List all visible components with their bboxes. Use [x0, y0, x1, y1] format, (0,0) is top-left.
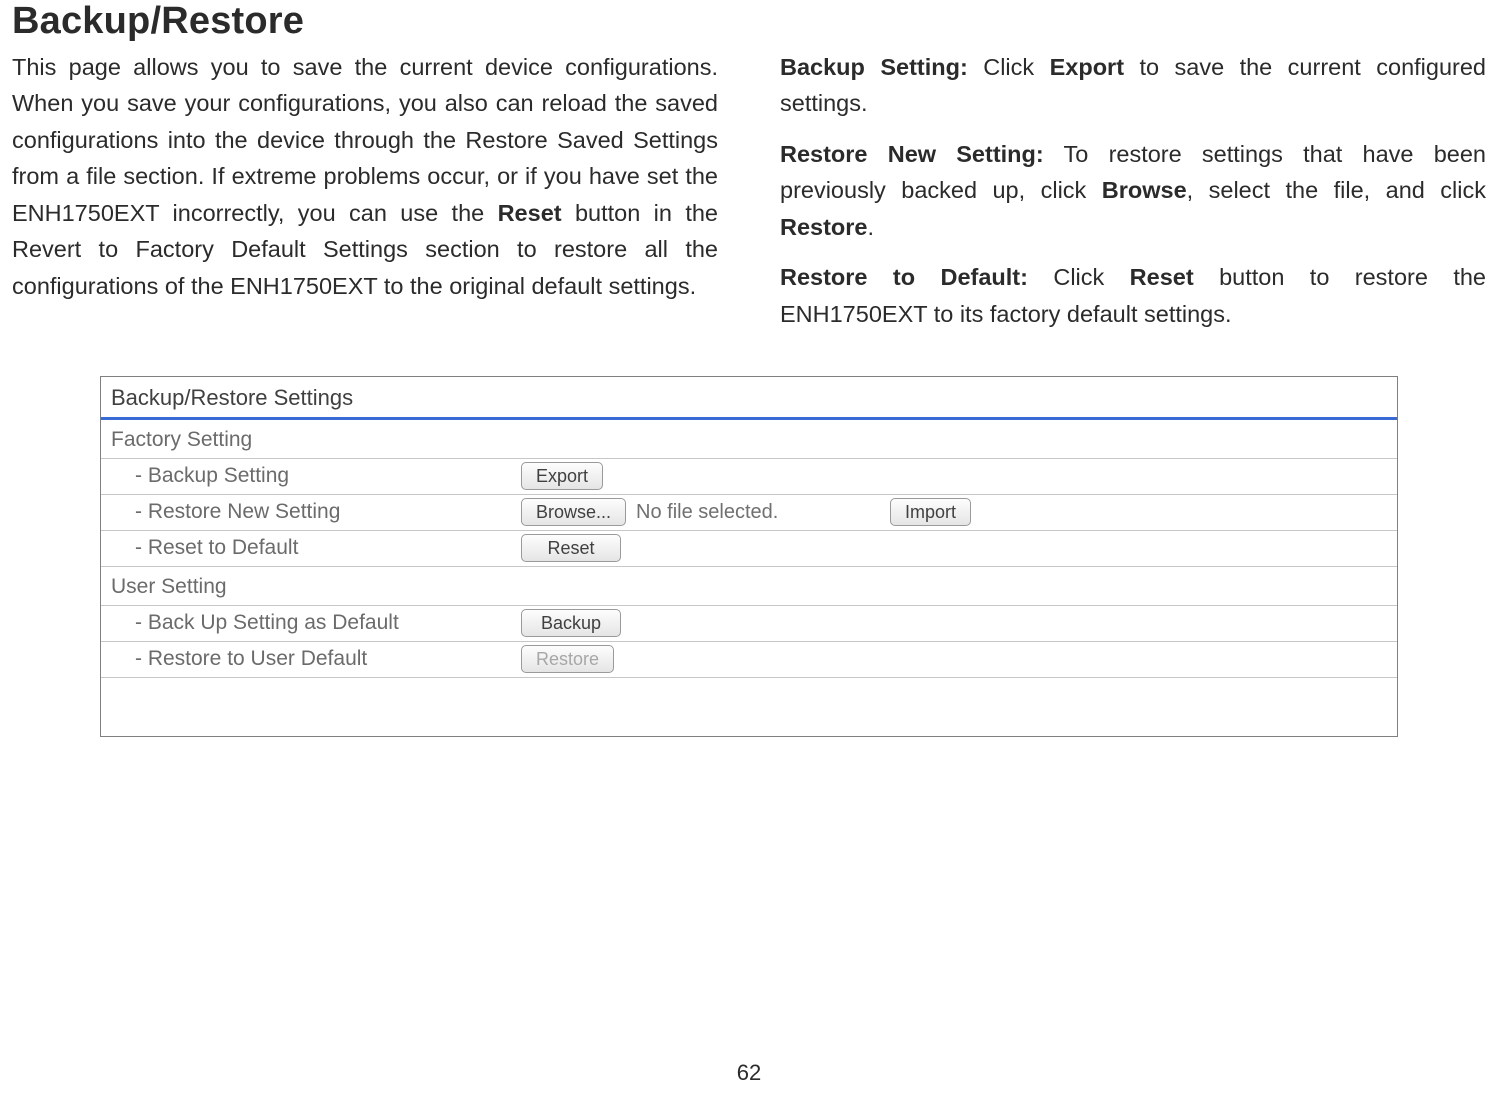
intro-columns: This page allows you to save the current… — [0, 43, 1498, 332]
restore-user-button[interactable]: Restore — [521, 645, 614, 673]
reset-button[interactable]: Reset — [521, 534, 621, 562]
reset-to-default-row: - Reset to Default Reset — [101, 531, 1397, 567]
browse-button[interactable]: Browse... — [521, 498, 626, 526]
restore-new-setting-label: - Restore New Setting — [101, 500, 521, 524]
restore-new-setting-row: - Restore New Setting Browse... No file … — [101, 495, 1397, 531]
page-number: 62 — [0, 1060, 1498, 1086]
backup-restore-panel: Backup/Restore Settings Factory Setting … — [100, 376, 1398, 737]
user-setting-section: User Setting — [101, 567, 1397, 606]
file-status-text: No file selected. — [636, 501, 880, 524]
factory-setting-section: Factory Setting — [101, 420, 1397, 459]
restore-new-setting-paragraph: Restore New Setting: To restore settings… — [780, 136, 1486, 245]
backup-as-default-row: - Back Up Setting as Default Backup — [101, 606, 1397, 642]
panel-header: Backup/Restore Settings — [101, 377, 1397, 420]
intro-paragraph: This page allows you to save the current… — [12, 49, 718, 304]
left-column: This page allows you to save the current… — [12, 49, 718, 332]
backup-setting-label: - Backup Setting — [101, 464, 521, 488]
export-button[interactable]: Export — [521, 462, 603, 490]
restore-default-paragraph: Restore to Default: Click Reset button t… — [780, 259, 1486, 332]
page-title: Backup/Restore — [0, 0, 1498, 43]
backup-as-default-label: - Back Up Setting as Default — [101, 611, 521, 635]
backup-setting-row: - Backup Setting Export — [101, 459, 1397, 495]
restore-user-default-row: - Restore to User Default Restore — [101, 642, 1397, 678]
import-button[interactable]: Import — [890, 498, 971, 526]
reset-to-default-label: - Reset to Default — [101, 536, 521, 560]
restore-user-default-label: - Restore to User Default — [101, 647, 521, 671]
backup-setting-paragraph: Backup Setting: Click Export to save the… — [780, 49, 1486, 122]
backup-button[interactable]: Backup — [521, 609, 621, 637]
right-column: Backup Setting: Click Export to save the… — [780, 49, 1486, 332]
